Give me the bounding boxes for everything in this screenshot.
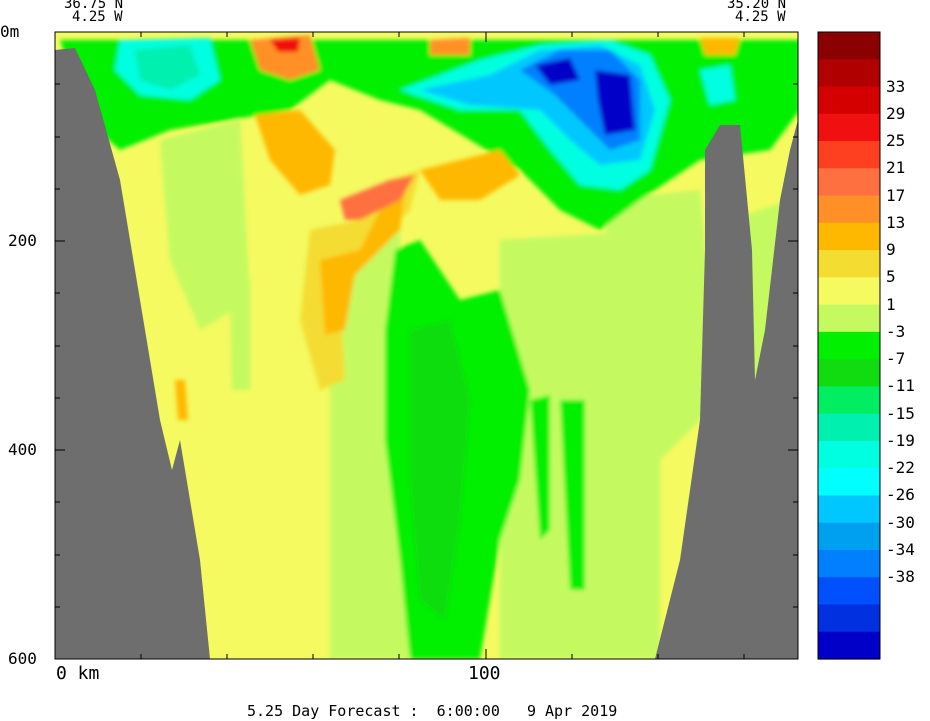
colorbar-label: -38 [886,567,915,587]
colorbar-swatch [818,522,880,551]
colorbar-swatch [818,222,880,251]
colorbar-swatch [818,577,880,606]
x-tick-label: 0 km [56,663,100,684]
colorbar-label: -26 [886,485,915,505]
colorbar-swatch [818,277,880,306]
y-tick-label: 0m [0,22,20,41]
colorbar-swatch [818,386,880,415]
colorbar-swatch [818,359,880,387]
colorbar-label: 17 [886,185,906,205]
colorbar-swatch [818,59,880,88]
colorbar-label: 9 [886,240,896,260]
colorbar-swatch [818,304,880,333]
colorbar-label: 1 [886,294,896,314]
chart-title: 5.25 Day Forecast : 6:00:00 9 Apr 2019 [247,702,618,720]
colorbar-swatch [818,141,880,169]
colorbar-swatch [818,86,880,115]
y-tick-label: 600 [8,649,37,668]
colorbar-label: 5 [886,267,896,287]
colorbar-label: -22 [886,458,915,478]
y-axis [55,31,798,608]
x-tick-label: 100 [468,663,501,684]
colorbar-label: 21 [886,158,906,178]
colorbar-swatch [818,413,880,442]
colorbar-label: -19 [886,430,915,450]
y-tick-label: 200 [8,231,37,250]
colorbar-label: 29 [886,103,906,123]
colorbar-swatch [818,549,880,578]
colorbar-swatch [818,631,880,660]
colorbar-label: -7 [886,349,906,369]
colorbar-swatch [818,250,880,278]
colorbar-label: 33 [886,76,906,96]
colorbar-swatch [818,495,880,524]
x-axis [140,32,745,659]
colorbar-label: -11 [886,376,915,396]
colorbar-swatch [818,195,880,224]
heatmap-field [55,32,798,659]
colorbar-frame [817,31,881,660]
y-tick-label: 400 [8,440,37,459]
colorbar-swatch [818,32,880,60]
colorbar-label: -30 [886,512,915,532]
colorbar-swatch [818,468,880,497]
right-endpoint-lon: 4.25 W [735,9,786,25]
colorbar-label: -3 [886,321,906,341]
colorbar-swatch [818,168,880,197]
colorbar-label: 25 [886,131,906,150]
colorbar-swatch [818,440,880,469]
colorbar-label: 13 [886,212,906,232]
right-endpoint-lat: 35.20 N [727,0,787,12]
colorbar [818,32,880,660]
left-endpoint-lon: 4.25 W [72,9,123,25]
colorbar-label: -34 [886,540,915,559]
colorbar-swatch [818,331,880,360]
left-endpoint-lat: 36.75 N [64,0,124,12]
colorbar-swatch [818,113,880,142]
colorbar-label: -15 [886,403,915,423]
colorbar-swatch [818,604,880,633]
